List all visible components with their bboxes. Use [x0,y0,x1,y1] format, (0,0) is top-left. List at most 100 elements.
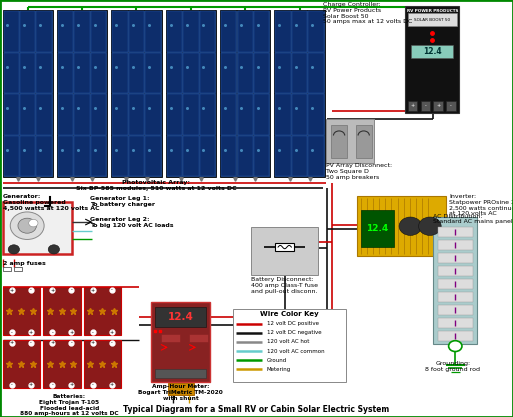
FancyBboxPatch shape [308,94,324,135]
Text: +: + [29,382,33,387]
FancyBboxPatch shape [167,53,182,93]
FancyBboxPatch shape [74,136,90,176]
Text: +: + [10,288,14,293]
Text: -: - [11,330,13,335]
FancyBboxPatch shape [43,287,81,335]
FancyBboxPatch shape [251,227,318,275]
FancyBboxPatch shape [438,266,473,276]
FancyBboxPatch shape [129,94,144,135]
Text: -: - [30,340,31,345]
Circle shape [8,245,19,254]
Text: Generator Leg 2:
To big 120 volt AC loads: Generator Leg 2: To big 120 volt AC load… [90,217,173,228]
FancyBboxPatch shape [14,267,22,271]
FancyBboxPatch shape [200,53,215,93]
FancyBboxPatch shape [408,101,417,111]
FancyBboxPatch shape [331,125,347,158]
Circle shape [399,217,422,235]
FancyBboxPatch shape [254,53,269,93]
FancyBboxPatch shape [275,11,291,52]
Text: -: - [70,340,72,345]
FancyBboxPatch shape [308,136,324,176]
Text: Generator:
Gasoline powered
4,500 watts at 120 volts AC: Generator: Gasoline powered 4,500 watts … [3,194,99,211]
FancyBboxPatch shape [20,136,35,176]
FancyBboxPatch shape [161,334,180,342]
FancyBboxPatch shape [129,136,144,176]
FancyBboxPatch shape [58,53,73,93]
Text: -: - [52,330,53,335]
FancyBboxPatch shape [254,94,269,135]
FancyBboxPatch shape [238,94,253,135]
Circle shape [48,245,60,254]
FancyBboxPatch shape [129,11,144,52]
Circle shape [10,212,44,239]
FancyBboxPatch shape [433,101,443,111]
Text: +: + [50,340,54,345]
FancyBboxPatch shape [221,11,236,52]
FancyBboxPatch shape [3,202,72,254]
FancyBboxPatch shape [408,13,457,26]
Text: +: + [110,382,114,387]
Text: 2 amp fuses: 2 amp fuses [3,261,45,266]
Text: +: + [69,382,73,387]
FancyBboxPatch shape [3,340,40,388]
FancyBboxPatch shape [20,11,35,52]
FancyBboxPatch shape [58,11,73,52]
Text: 12.4: 12.4 [168,312,194,322]
Text: 120 volt AC common: 120 volt AC common [267,349,324,354]
FancyBboxPatch shape [58,94,73,135]
FancyBboxPatch shape [145,11,161,52]
FancyBboxPatch shape [254,136,269,176]
FancyBboxPatch shape [221,53,236,93]
FancyBboxPatch shape [357,196,446,256]
FancyBboxPatch shape [326,119,374,163]
FancyBboxPatch shape [308,11,324,52]
Circle shape [29,219,38,227]
FancyBboxPatch shape [438,227,473,237]
FancyBboxPatch shape [221,136,236,176]
FancyBboxPatch shape [189,334,208,342]
Text: +: + [10,340,14,345]
Text: AC Distribution:
Standard AC mains panel: AC Distribution: Standard AC mains panel [433,214,513,224]
FancyBboxPatch shape [112,94,128,135]
FancyBboxPatch shape [20,94,35,135]
Text: Batteries:
Eight Trojan T-105
Flooded lead-acid
880 amp-hours at 12 volts DC: Batteries: Eight Trojan T-105 Flooded le… [20,394,119,417]
FancyBboxPatch shape [36,53,52,93]
FancyBboxPatch shape [167,94,182,135]
FancyBboxPatch shape [167,136,182,176]
FancyBboxPatch shape [200,94,215,135]
FancyBboxPatch shape [292,94,307,135]
Text: 12 volt DC positive: 12 volt DC positive [267,321,319,326]
FancyBboxPatch shape [4,11,19,52]
FancyBboxPatch shape [292,53,307,93]
FancyBboxPatch shape [254,11,269,52]
FancyBboxPatch shape [155,369,206,378]
FancyBboxPatch shape [421,101,430,111]
FancyBboxPatch shape [167,11,182,52]
FancyBboxPatch shape [308,53,324,93]
Text: Inverter:
Statpower PROsine 2.5
2,500 watts continuous
at 120 volts AC: Inverter: Statpower PROsine 2.5 2,500 wa… [449,194,513,216]
FancyBboxPatch shape [155,307,206,327]
Text: Charge Controller:
RV Power Products
Solar Boost 50
50 amps max at 12 volts DC: Charge Controller: RV Power Products Sol… [323,2,412,25]
Text: Photovoltaic Array:
Six BP-585 modules, 510 watts at 12 volts DC: Photovoltaic Array: Six BP-585 modules, … [76,180,237,191]
Text: PV Array Disconnect:
Two Square D
50 amp breakers: PV Array Disconnect: Two Square D 50 amp… [326,163,392,180]
FancyBboxPatch shape [91,94,106,135]
FancyBboxPatch shape [183,53,199,93]
Text: 12 volt DC negative: 12 volt DC negative [267,330,321,335]
Text: -: - [11,382,13,387]
FancyBboxPatch shape [112,136,128,176]
FancyBboxPatch shape [292,11,307,52]
FancyBboxPatch shape [43,340,81,388]
Text: -: - [92,382,94,387]
FancyBboxPatch shape [91,53,106,93]
FancyBboxPatch shape [58,136,73,176]
Text: 12.4: 12.4 [366,224,388,233]
FancyBboxPatch shape [112,53,128,93]
FancyBboxPatch shape [111,10,162,177]
Text: -: - [30,288,31,293]
FancyBboxPatch shape [183,136,199,176]
FancyBboxPatch shape [145,94,161,135]
Text: Typical Diagram for a Small RV or Cabin Solar Electric System: Typical Diagram for a Small RV or Cabin … [123,404,390,414]
FancyBboxPatch shape [438,240,473,250]
Text: +: + [91,340,95,345]
FancyBboxPatch shape [3,267,11,271]
